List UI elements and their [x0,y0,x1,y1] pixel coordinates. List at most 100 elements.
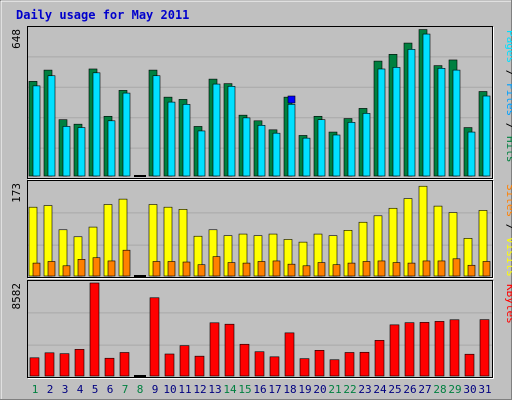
kbytes-bar [329,359,340,377]
files-bar [452,69,461,177]
sites-bar [182,261,191,277]
legend-part: / [504,63,512,83]
x-tick-label: 16 [253,383,266,396]
files-bar [62,126,71,177]
files-bar [122,92,131,177]
x-tick-label: 12 [193,383,206,396]
sites-bar [212,256,221,277]
x-tick-label: 4 [77,383,84,396]
kbytes-bar [104,357,115,377]
sites-bar [107,260,116,277]
sites-bar [167,261,176,277]
kbytes-bar [344,352,355,377]
files-bar [242,117,251,177]
x-tick-label: 3 [62,383,69,396]
kbytes-bar [434,321,445,377]
x-tick-label: 1 [32,383,39,396]
kbytes-bar [419,322,430,377]
panel-2-ymax-label: 173 [10,183,23,203]
kbytes-bar [119,352,130,377]
sites-bar [257,261,266,277]
legend-part: / [504,116,512,136]
files-bar [437,68,446,177]
sites-bar [467,264,476,277]
sites-bar [122,249,131,277]
files-bar [377,68,386,177]
sites-bar [92,257,101,277]
sites-bar [272,260,281,277]
kbytes-bar [209,322,220,377]
x-tick-label: 9 [152,383,159,396]
kbytes-bar [149,297,160,377]
x-tick-label: 6 [107,383,114,396]
files-bar [32,85,41,177]
sites-bar [62,265,71,277]
x-tick-label: 18 [283,383,296,396]
files-bar [212,83,221,177]
kbytes-bar [359,351,370,377]
files-bar [407,49,416,177]
sites-bar [227,262,236,277]
kbytes-bar [284,332,295,377]
sites-bar [302,265,311,277]
x-tick-label: 10 [163,383,176,396]
x-tick-label: 31 [478,383,491,396]
kbytes-bar [314,350,325,377]
legend-part: Visits [504,237,512,277]
files-bar [92,72,101,177]
files-bar [152,75,161,177]
files-bar [467,131,476,177]
kbytes-bar [224,323,235,377]
x-tick-label: 14 [223,383,237,396]
files-bar [197,130,206,177]
x-tick-label: 25 [388,383,401,396]
kbytes-bar [299,358,310,377]
kbytes-bar [404,322,415,377]
x-tick-label: 13 [208,383,221,396]
x-tick-label: 19 [298,383,311,396]
kbytes-bar [179,345,190,377]
x-tick-label: 20 [313,383,326,396]
sites-bar [32,262,41,277]
x-tick-label: 8 [137,383,144,396]
sites-bar [287,263,296,277]
sites-bar [482,261,491,277]
x-tick-label: 21 [328,383,341,396]
x-tick-label: 11 [178,383,191,396]
files-bar [362,113,371,177]
x-tick-label: 17 [268,383,281,396]
kbytes-bar [194,355,205,377]
files-bar [347,122,356,177]
sites-bar [152,261,161,277]
x-tick-label: 7 [122,383,129,396]
files-bar [272,132,281,177]
x-tick-label: 26 [403,383,416,396]
panel-1-ymax-label: 648 [10,29,23,49]
legend-part: Sites [504,184,512,217]
sites-bar [197,264,206,277]
sites-bar [332,264,341,277]
sites-bar [77,259,86,277]
sites-bar [437,260,446,277]
legend-part: KBytes [504,284,512,324]
files-bar [302,137,311,177]
x-tick-label: 24 [373,383,387,396]
x-tick-label: 2 [47,383,54,396]
kbytes-bar [44,352,55,377]
x-tick-label: 5 [92,383,99,396]
files-bar [107,120,116,177]
kbytes-bar [29,357,40,377]
sites-bar [242,262,251,277]
x-tick-label: 23 [358,383,371,396]
kbytes-bar [479,319,490,377]
sites-bar [362,261,371,277]
panel-3-legend: KBytes [504,284,512,324]
x-tick-label: 22 [343,383,356,396]
sites-bar [452,258,461,277]
kbytes-bar [254,351,265,377]
sites-bar [47,261,56,277]
legend-part: Files [504,83,512,116]
files-bar [47,75,56,177]
